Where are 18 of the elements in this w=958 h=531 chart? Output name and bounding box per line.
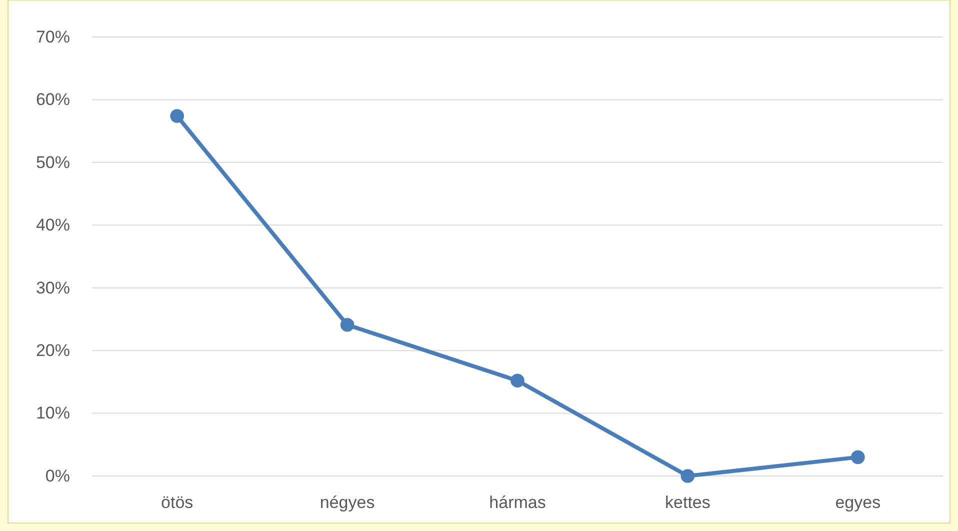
point bbox=[170, 109, 184, 123]
y-tick-label: 30% bbox=[36, 278, 70, 298]
y-tick-label: 60% bbox=[36, 90, 70, 110]
y-tick-label: 50% bbox=[36, 152, 70, 172]
point bbox=[850, 450, 865, 464]
x-tick-label: négyes bbox=[320, 493, 375, 512]
y-tick-label: 10% bbox=[36, 404, 70, 423]
y-tick-label: 20% bbox=[36, 341, 70, 360]
point bbox=[340, 318, 354, 332]
point bbox=[680, 469, 695, 483]
point bbox=[510, 374, 524, 388]
y-tick-label: 0% bbox=[45, 466, 70, 486]
x-tick-label: hármas bbox=[489, 493, 546, 512]
y-tick-label: 70% bbox=[36, 27, 70, 46]
x-tick-label: kettes bbox=[665, 493, 710, 512]
x-tick-label: ötös bbox=[161, 493, 194, 512]
x-tick-label: egyes bbox=[835, 493, 881, 512]
y-tick-label: 40% bbox=[36, 216, 70, 235]
